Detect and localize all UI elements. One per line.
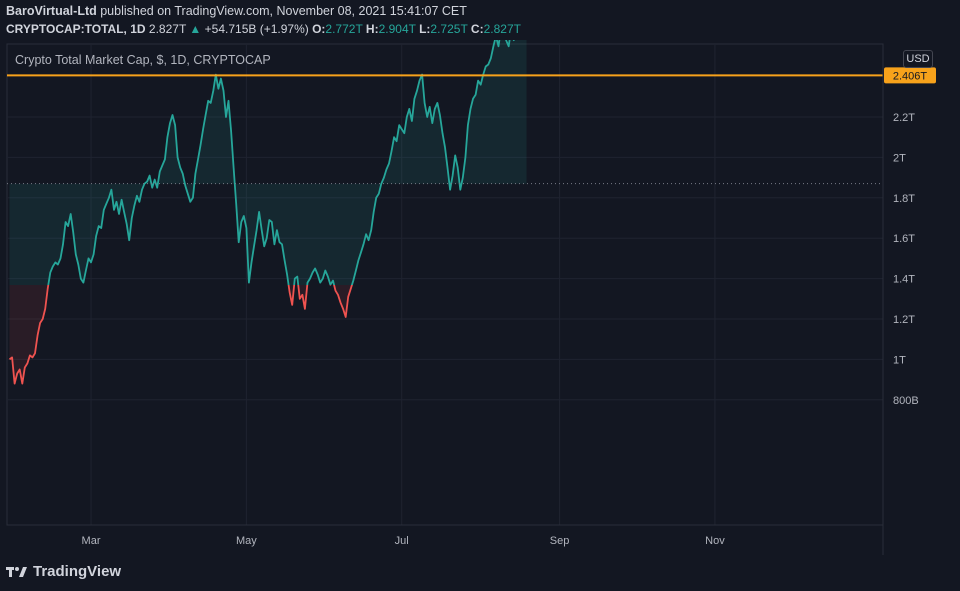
y-tick-label: 1.6T: [893, 233, 915, 245]
series-line-up: [47, 40, 515, 285]
price-change: +54.715B (+1.97%): [204, 22, 309, 36]
last-price: 2.827T: [148, 22, 187, 36]
price-chart[interactable]: TOTAL 800B1T1.2T1.4T1.6T1.8T2T2.2T2.6T3T…: [0, 40, 960, 555]
y-tick-label: 2T: [893, 152, 906, 164]
y-tick-label: 800B: [893, 395, 919, 407]
open-value: 2.772T: [325, 22, 363, 36]
x-tick-label: Nov: [705, 535, 725, 547]
close-label: C:: [470, 22, 484, 36]
high-value: 2.904T: [378, 22, 416, 36]
area-above-baseline: [9, 40, 527, 285]
y-tick-label: 2.6T: [893, 40, 915, 43]
low-value: 2.725T: [430, 22, 468, 36]
brand-name: TradingView: [33, 563, 122, 580]
publish-text: published on TradingView.com, November 0…: [100, 4, 467, 18]
symbol-legend: CRYPTOCAP:TOTAL, 1D 2.827T ▲ +54.715B (+…: [6, 22, 521, 36]
grid: [7, 44, 883, 525]
y-tick-label: 1T: [893, 354, 906, 366]
overlays: TOTAL: [7, 74, 883, 185]
author-name[interactable]: BaroVirtual-Ltd: [6, 4, 97, 18]
plot-area: [6, 43, 884, 526]
area-below-baseline: [9, 285, 352, 384]
symbol-name: CRYPTOCAP:TOTAL, 1D: [6, 22, 146, 36]
y-tick-label: 2.2T: [893, 112, 915, 124]
chart-title: Crypto Total Market Cap, $, 1D, CRYPTOCA…: [15, 53, 271, 67]
change-arrow-icon: ▲: [189, 22, 202, 36]
x-axis[interactable]: Mar May Jul Sep Nov: [7, 524, 883, 547]
y-axis[interactable]: 800B1T1.2T1.4T1.6T1.8T2T2.2T2.6T3T2.406T…: [882, 40, 942, 555]
open-label: O:: [312, 22, 326, 36]
low-label: L:: [419, 22, 431, 36]
high-label: H:: [365, 22, 379, 36]
currency-button[interactable]: USD: [903, 50, 933, 68]
close-value: 2.827T: [483, 22, 521, 36]
resistance-price-label: [884, 67, 936, 84]
resistance-price-text: 2.406T: [893, 70, 928, 82]
series-lines: [8, 40, 515, 385]
x-tick-label: Jul: [395, 535, 409, 547]
x-tick-label: Mar: [82, 535, 101, 547]
x-tick-label: Sep: [550, 535, 570, 547]
tradingview-logo[interactable]: TradingView: [6, 563, 121, 580]
x-tick-label: May: [236, 535, 257, 547]
y-tick-label: 1.8T: [893, 193, 915, 205]
tradingview-logo-icon: [6, 566, 27, 577]
y-tick-label: 1.4T: [893, 274, 915, 286]
y-tick-label: 1.2T: [893, 314, 915, 326]
area-fill: [9, 40, 527, 384]
publish-info: BaroVirtual-Ltd published on TradingView…: [6, 4, 467, 18]
